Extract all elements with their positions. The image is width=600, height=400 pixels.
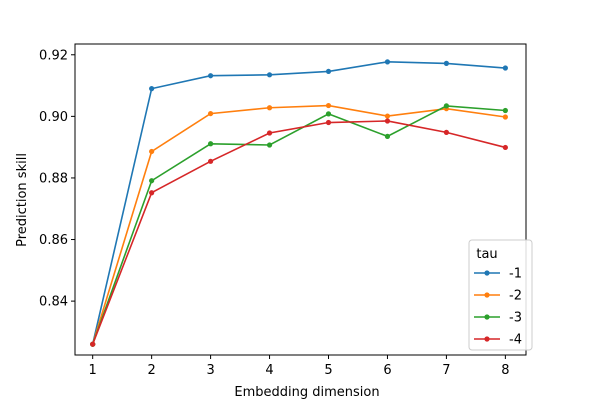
legend-entry-label: -2 [509, 289, 522, 304]
data-point [502, 144, 508, 151]
legend-entry-label: -3 [509, 311, 522, 326]
data-point [325, 102, 332, 109]
data-point [325, 68, 332, 75]
y-tick-label: 0.92 [39, 48, 68, 63]
data-point [207, 73, 214, 79]
data-point [325, 119, 332, 126]
legend-swatch-marker [484, 292, 490, 298]
plot-area [74, 43, 527, 356]
series-line [91, 105, 506, 345]
data-point [443, 103, 450, 109]
legend-swatch-marker [484, 270, 490, 276]
data-point [443, 60, 450, 66]
y-tick-label: 0.88 [39, 171, 68, 186]
x-tick-label: 1 [89, 363, 97, 378]
legend-entry-label: -4 [509, 333, 522, 348]
data-point [149, 148, 155, 155]
x-axis: 1 2 3 4 5 6 7 8 [89, 355, 510, 378]
x-axis-label: Embedding dimension [234, 385, 379, 400]
series-layer [90, 59, 508, 347]
y-axis: 0.84 0.86 0.88 0.90 0.92 [39, 48, 75, 310]
series-neg2-group [90, 102, 508, 347]
data-point [266, 72, 273, 78]
x-tick-label: 3 [206, 363, 214, 378]
x-tick-label: 5 [324, 363, 332, 378]
data-point [384, 113, 391, 119]
legend-box [468, 239, 533, 351]
data-point [266, 105, 273, 111]
series-neg4-group [90, 118, 508, 347]
data-point [266, 130, 273, 136]
y-tick-label: 0.84 [39, 295, 68, 310]
legend-title: tau [476, 247, 497, 262]
data-point [207, 110, 214, 117]
data-point [502, 65, 508, 71]
x-tick-label: 8 [501, 363, 509, 378]
legend: tau -1 -2 -3 -4 [468, 239, 533, 351]
data-point [384, 133, 391, 139]
y-tick-label: 0.86 [39, 233, 68, 248]
x-tick-label: 2 [147, 363, 155, 378]
legend-entry-label: -1 [509, 267, 522, 282]
data-point [443, 129, 450, 135]
data-point [384, 59, 391, 65]
legend-swatch-marker [484, 336, 490, 342]
data-point [149, 86, 155, 92]
series-line [91, 61, 506, 345]
x-tick-label: 4 [265, 363, 273, 378]
data-point [149, 190, 155, 196]
x-tick-label: 6 [383, 363, 391, 378]
series-neg3-group [90, 103, 508, 347]
data-point [384, 118, 391, 124]
legend-swatch-marker [484, 314, 490, 320]
data-point [207, 141, 214, 147]
data-point [502, 114, 508, 120]
data-point [502, 107, 508, 114]
y-tick-label: 0.90 [39, 110, 68, 125]
series-line [91, 104, 506, 345]
data-point [207, 158, 214, 164]
data-point [90, 341, 96, 347]
data-point [266, 142, 273, 148]
series-line [91, 120, 506, 345]
x-tick-label: 7 [442, 363, 450, 378]
data-point [149, 178, 155, 184]
data-point [325, 111, 332, 117]
y-axis-label: Prediction skill [15, 153, 30, 247]
series-neg1-group [90, 59, 508, 347]
